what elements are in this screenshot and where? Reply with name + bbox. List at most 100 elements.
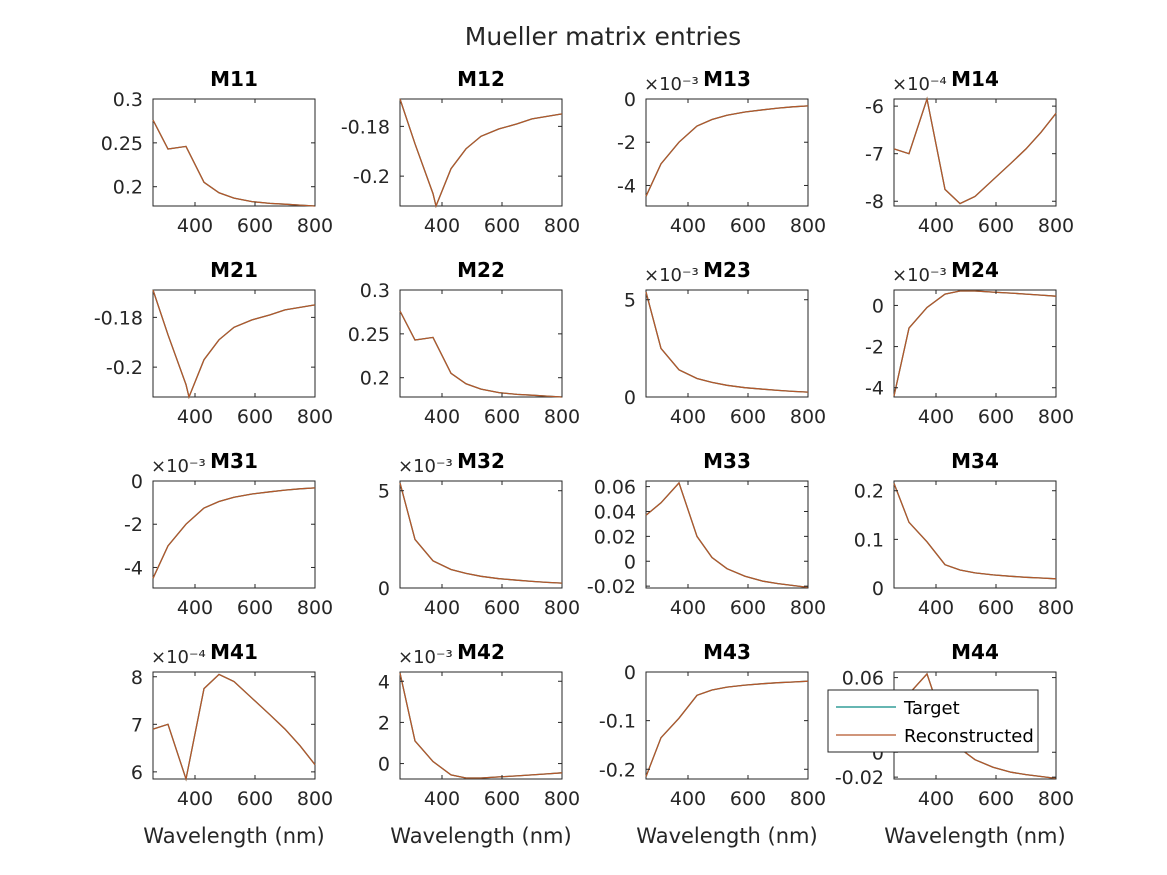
x-tick-label: 800 — [1038, 597, 1074, 619]
x-tick-label: 800 — [297, 788, 333, 810]
subplot-m12: 400 600 800 -0.2 -0.18 M12 — [341, 67, 580, 237]
y-tick-label: 0 — [131, 471, 143, 493]
axis-exponent: ×10⁻³ — [398, 647, 453, 668]
axes-box — [152, 98, 316, 207]
series-line-reconstructed — [893, 290, 1057, 397]
axis-exponent: ×10⁻³ — [398, 456, 453, 477]
x-tick-label: 400 — [918, 215, 954, 237]
x-tick-label: 800 — [1038, 406, 1074, 428]
y-tick-label: 4 — [378, 671, 390, 693]
y-tick-label: 0 — [378, 578, 390, 600]
x-tick-label: 800 — [297, 215, 333, 237]
y-tick-label: -8 — [865, 191, 884, 213]
axes-box — [152, 671, 316, 780]
x-tick-label: 400 — [424, 406, 460, 428]
x-tick-label: 600 — [484, 788, 520, 810]
series-line-reconstructed — [152, 673, 316, 782]
x-tick-label: 800 — [544, 788, 580, 810]
subplot-m43: 400 600 800 -0.2 -0.1 0 M43 Wavelength (nm) — [599, 640, 826, 848]
y-tick-label: -7 — [865, 144, 884, 166]
x-tick-label: 400 — [424, 788, 460, 810]
x-tick-label: 600 — [978, 597, 1014, 619]
y-tick-label: 0 — [872, 295, 884, 317]
x-tick-label: 400 — [177, 597, 213, 619]
x-axis-label: Wavelength (nm) — [143, 824, 324, 848]
x-tick-label: 600 — [730, 215, 766, 237]
subplot-m32: 400 600 800 0 5 ×10⁻³ M32 — [378, 449, 580, 619]
y-tick-label: 0.04 — [594, 501, 636, 523]
subplot-title: M12 — [457, 67, 505, 91]
subplot-m23: 400 600 800 0 5 ×10⁻³ M23 — [624, 258, 826, 428]
y-tick-label: 0.3 — [360, 280, 390, 302]
subplot-title: M44 — [951, 640, 999, 664]
subplot-m33: 400 600 800 -0.02 0 0.02 0.040.06 M33 — [587, 449, 826, 619]
y-tick-label: 0 — [624, 551, 636, 573]
figure-title: Mueller matrix entries — [465, 22, 741, 51]
subplot-m22: 400 600 800 0.2 0.25 0.3 M22 — [348, 258, 580, 428]
y-tick-label: 8 — [131, 667, 143, 689]
y-tick-label: -0.02 — [587, 576, 636, 598]
y-tick-label: 0.1 — [854, 529, 884, 551]
series-line-reconstructed — [893, 672, 1057, 780]
y-tick-label: -4 — [617, 175, 636, 197]
y-tick-label: 0.02 — [594, 526, 636, 548]
series-line-reconstructed — [152, 289, 316, 400]
axis-exponent: ×10⁻³ — [892, 265, 947, 286]
x-tick-label: 600 — [237, 215, 273, 237]
y-tick-label: 0.2 — [360, 368, 390, 390]
subplot-title: M41 — [210, 640, 258, 664]
x-tick-label: 600 — [237, 788, 273, 810]
subplot-title: M11 — [210, 67, 258, 91]
y-tick-label: 0.06 — [594, 477, 636, 499]
y-tick-label: -0.2 — [353, 166, 390, 188]
subplot-title: M43 — [703, 640, 751, 664]
subplot-title: M31 — [210, 449, 258, 473]
axes-box — [893, 480, 1057, 589]
x-tick-label: 600 — [237, 597, 273, 619]
subplot-m13: 400 600 800 -4 -2 0 ×10⁻³ M13 — [617, 67, 826, 237]
y-tick-label: 0 — [624, 662, 636, 684]
axis-exponent: ×10⁻³ — [644, 265, 699, 286]
axes-box — [399, 671, 563, 780]
x-tick-label: 400 — [670, 597, 706, 619]
x-tick-label: 800 — [790, 406, 826, 428]
axes-box — [152, 289, 316, 398]
y-tick-label: -0.1 — [599, 711, 636, 733]
x-tick-label: 600 — [730, 788, 766, 810]
series-line-reconstructed — [399, 310, 563, 398]
series-line-reconstructed — [893, 96, 1057, 205]
x-tick-label: 400 — [424, 597, 460, 619]
x-tick-label: 600 — [730, 406, 766, 428]
series-line-reconstructed — [645, 481, 809, 589]
axes-box — [399, 98, 563, 207]
subplot-title: M22 — [457, 258, 505, 282]
y-tick-label: -0.2 — [106, 357, 143, 379]
x-tick-label: 600 — [484, 597, 520, 619]
series-line-reconstructed — [893, 483, 1057, 580]
y-tick-label: 0 — [624, 89, 636, 111]
axes-box — [893, 98, 1057, 207]
axis-exponent: ×10⁻³ — [644, 74, 699, 95]
axes-box — [399, 289, 563, 398]
subplot-m42: 400 600 800 0 2 4 ×10⁻³ M42 Wavelength (nm) — [378, 640, 580, 848]
x-tick-label: 800 — [790, 788, 826, 810]
x-tick-label: 400 — [918, 788, 954, 810]
subplot-title: M14 — [951, 67, 999, 91]
y-tick-label: 7 — [131, 714, 143, 736]
series-line-reconstructed — [645, 105, 809, 197]
y-tick-label: 6 — [131, 762, 143, 784]
y-tick-label: -0.02 — [835, 767, 884, 789]
x-tick-label: 800 — [544, 406, 580, 428]
axes-box — [645, 480, 809, 589]
subplot-title: M13 — [703, 67, 751, 91]
subplot-title: M23 — [703, 258, 751, 282]
subplot-title: M34 — [951, 449, 999, 473]
x-tick-label: 800 — [544, 597, 580, 619]
subplot-m11: 400 600 800 0.2 0.25 0.3 M11 — [101, 67, 333, 237]
x-tick-label: 600 — [237, 406, 273, 428]
axes-box — [645, 289, 809, 398]
subplot-m41: 400 600 800 6 7 8 ×10⁻⁴ M41 Wavelength (nm) — [131, 640, 333, 848]
legend-label-target: Target — [903, 698, 960, 719]
axes-box — [645, 671, 809, 780]
subplot-title: M24 — [951, 258, 999, 282]
